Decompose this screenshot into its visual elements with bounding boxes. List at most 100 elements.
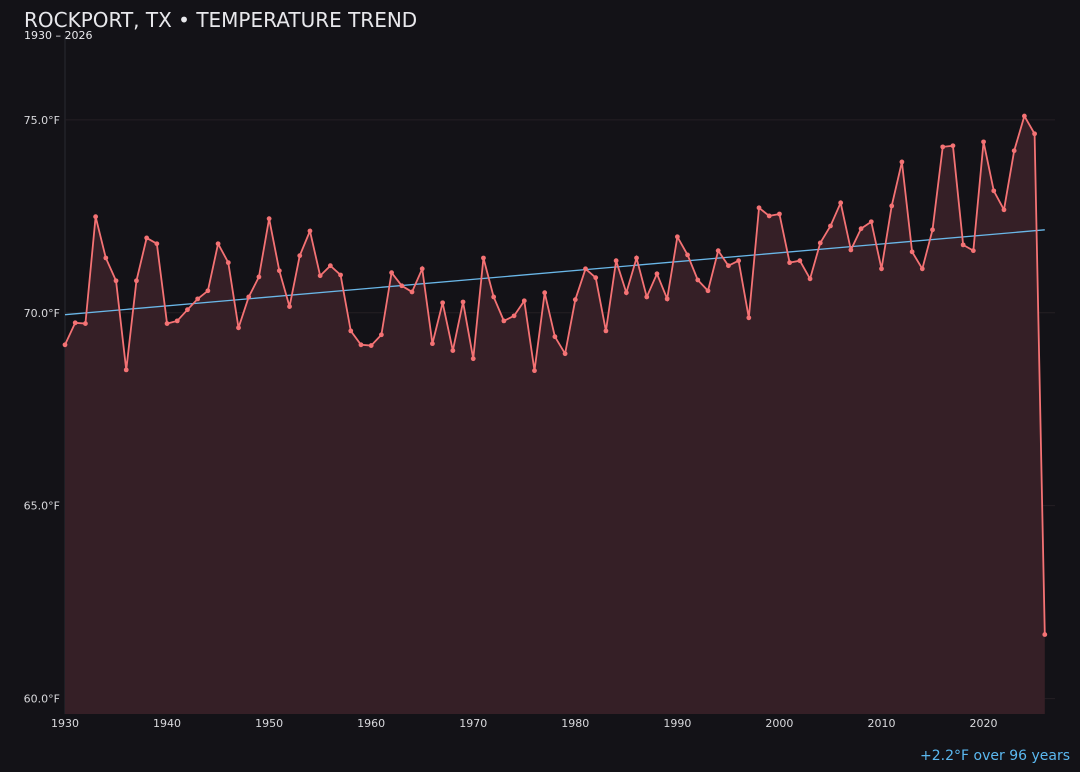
point	[603, 328, 609, 334]
point	[1001, 207, 1007, 213]
point	[1042, 632, 1048, 637]
point	[511, 313, 517, 319]
x-tick-label: 1930	[51, 717, 79, 730]
point	[542, 290, 548, 296]
point	[430, 341, 435, 347]
point	[83, 321, 88, 326]
point	[970, 248, 976, 254]
y-tick-label: 75.0°F	[24, 114, 60, 127]
x-tick-label: 2000	[765, 717, 793, 730]
point	[695, 277, 701, 283]
point	[450, 348, 456, 353]
point	[1032, 131, 1037, 137]
chart-subtitle: 1930 – 2026	[24, 29, 92, 42]
point	[481, 255, 486, 261]
point	[225, 260, 231, 266]
point	[532, 368, 537, 374]
x-tick-label: 1950	[255, 717, 283, 730]
point	[236, 325, 241, 331]
point	[613, 258, 619, 264]
x-tick-label: 1940	[153, 717, 181, 730]
point	[899, 159, 905, 165]
point	[777, 211, 782, 217]
point	[287, 304, 292, 309]
point	[644, 294, 650, 300]
point	[348, 328, 354, 334]
point	[317, 273, 323, 279]
point	[72, 320, 78, 326]
point	[817, 240, 823, 246]
point	[572, 297, 578, 303]
point	[685, 252, 690, 258]
point	[756, 205, 762, 211]
point	[134, 278, 139, 284]
x-tick-label: 1960	[357, 717, 385, 730]
point	[501, 318, 507, 324]
trend-annotation: +2.2°F over 96 years	[920, 748, 1070, 764]
point	[787, 260, 793, 266]
point	[797, 258, 803, 264]
point	[562, 351, 568, 357]
point	[164, 321, 170, 326]
point	[113, 278, 119, 284]
point	[276, 268, 282, 274]
point	[246, 294, 252, 300]
point	[807, 276, 813, 282]
point	[879, 266, 884, 272]
point	[705, 288, 711, 294]
point	[715, 248, 721, 254]
point	[766, 213, 772, 219]
point	[858, 226, 864, 232]
point	[593, 275, 599, 281]
point	[868, 219, 874, 225]
point	[491, 294, 497, 300]
point	[991, 188, 997, 194]
point	[378, 332, 384, 338]
point	[185, 307, 190, 313]
y-tick-label: 70.0°F	[24, 307, 60, 320]
x-tick-label: 1970	[459, 717, 487, 730]
point	[358, 342, 364, 348]
point	[583, 266, 588, 272]
chart-title: ROCKPORT, TX • TEMPERATURE TREND	[24, 8, 417, 32]
point	[368, 343, 374, 348]
x-tick-label: 2020	[970, 717, 998, 730]
point	[215, 241, 221, 247]
point	[848, 247, 854, 253]
point	[297, 253, 303, 259]
point	[338, 272, 343, 278]
point	[123, 367, 129, 373]
point	[389, 270, 394, 276]
point	[93, 214, 99, 220]
x-tick-label: 2010	[867, 717, 895, 730]
trend-line	[64, 229, 1045, 316]
point	[205, 288, 211, 294]
point	[654, 271, 660, 277]
point	[909, 249, 915, 255]
x-tick-label: 1990	[663, 717, 691, 730]
point	[266, 216, 272, 222]
area	[65, 116, 1045, 715]
point	[950, 143, 956, 149]
point	[521, 298, 527, 304]
point	[144, 235, 150, 241]
point	[930, 227, 935, 233]
point	[154, 241, 160, 247]
point	[981, 139, 986, 145]
point	[623, 290, 629, 296]
point	[62, 342, 68, 348]
point	[307, 228, 313, 234]
point	[726, 263, 731, 269]
point	[470, 356, 476, 362]
point	[103, 255, 109, 261]
x-tick-label: 1980	[561, 717, 589, 730]
point	[889, 203, 895, 209]
point	[440, 300, 446, 306]
point	[664, 296, 670, 302]
point	[409, 289, 415, 295]
point	[960, 242, 966, 248]
point	[399, 283, 405, 289]
point	[327, 263, 333, 269]
